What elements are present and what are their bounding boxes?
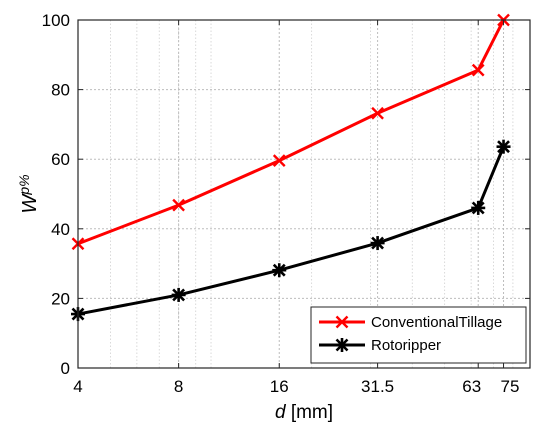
- data-point-conventionaltillage: [371, 106, 384, 120]
- data-point-conventionaltillage: [272, 154, 286, 167]
- legend-marker-symbol: [335, 315, 349, 329]
- x-tick-label: 16: [270, 377, 289, 396]
- marker-stroke: [172, 198, 185, 212]
- y-axis-title-base: W: [19, 193, 41, 214]
- y-tick-label: 40: [51, 220, 70, 239]
- ticks: [77, 19, 530, 369]
- legend-label-rotoripper: Rotoripper: [371, 337, 441, 354]
- legend: ConventionalTillage Rotoripper: [310, 306, 527, 364]
- x-tick-label: 8: [174, 377, 183, 396]
- y-axis-title-sup: p%: [16, 174, 32, 195]
- legend-label-conventional-tillage: ConventionalTillage: [371, 314, 502, 331]
- data-point-conventionaltillage: [471, 63, 485, 77]
- x-tick-label: 31.5: [361, 377, 394, 396]
- y-tick-label: 20: [51, 289, 70, 308]
- data-point-rotoripper: [496, 139, 511, 154]
- x-axis-title-unit: [mm]: [291, 402, 333, 423]
- legend-marker-symbol: [335, 338, 349, 352]
- y-tick-label: 100: [42, 11, 70, 30]
- x-tick-labels: 4 8 16 31.5 63 75: [73, 377, 519, 396]
- marker-stroke: [272, 154, 286, 167]
- y-axis-title: Wp%: [16, 174, 41, 213]
- y-tick-label: 0: [61, 359, 70, 378]
- marker-stroke: [371, 106, 384, 120]
- legend-marker-conventional-tillage: [335, 315, 349, 329]
- series-line-rotoripper: [77, 146, 505, 316]
- series-line-conventionaltillage: [77, 19, 505, 246]
- series-layer: [71, 13, 511, 322]
- data-point-rotoripper: [171, 287, 186, 302]
- marker-stroke: [471, 63, 485, 77]
- data-point-rotoripper: [272, 263, 287, 278]
- x-tick-label: 75: [501, 377, 520, 396]
- y-tick-label: 80: [51, 81, 70, 100]
- y-tick-label: 60: [51, 150, 70, 169]
- x-axis-title: d [mm]: [275, 402, 333, 423]
- marker-stroke: [335, 315, 349, 329]
- data-point-rotoripper: [471, 200, 486, 215]
- legend-marker-rotoripper: [335, 338, 349, 352]
- x-axis-title-symbol: d: [275, 402, 287, 423]
- plot-frame: [77, 19, 531, 369]
- y-tick-labels: 0 20 40 60 80 100: [42, 11, 70, 378]
- data-point-rotoripper: [370, 236, 385, 251]
- x-tick-label: 63: [462, 377, 481, 396]
- x-tick-label: 4: [73, 377, 82, 396]
- data-point-conventionaltillage: [172, 198, 185, 212]
